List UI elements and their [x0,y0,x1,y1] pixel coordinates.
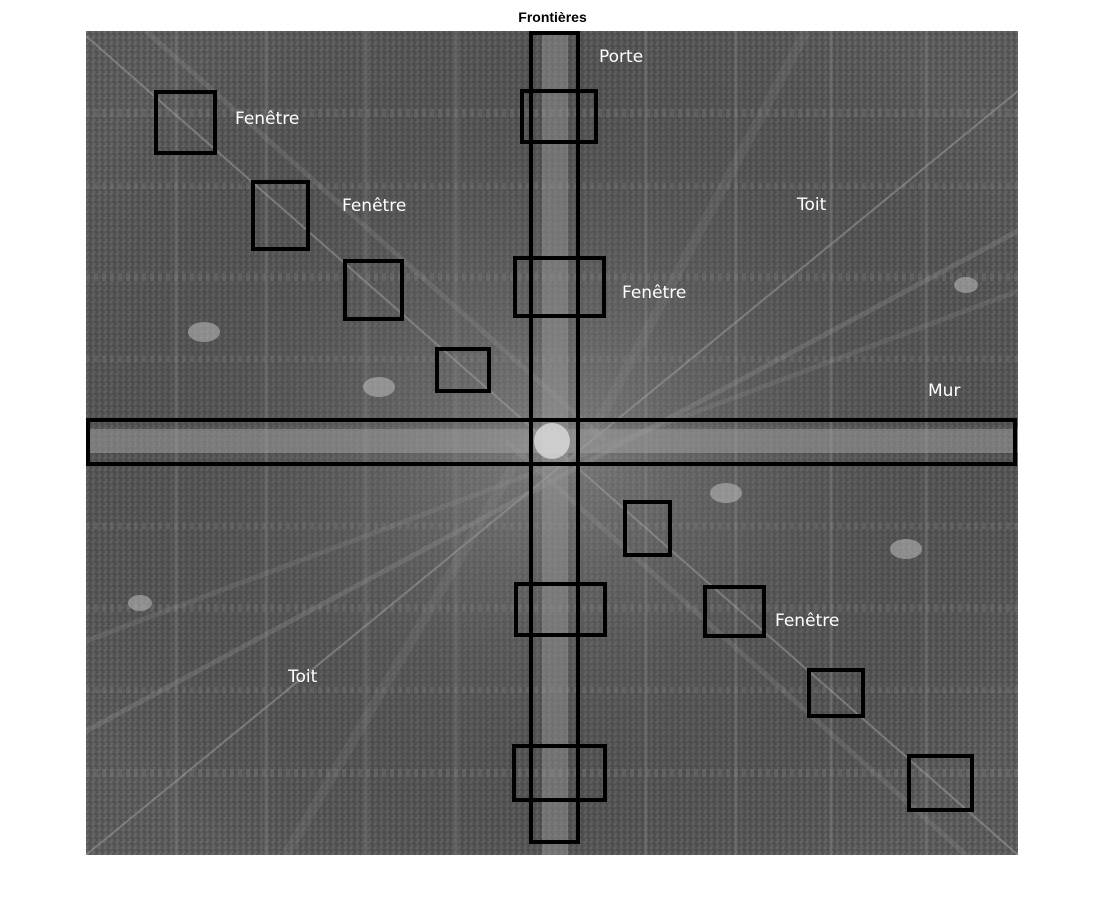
window-box-center-1 [513,256,606,318]
figure-title: Frontières [518,9,587,25]
label-fenetre-1: Fenêtre [235,109,300,129]
door-box [520,89,598,144]
window-box-center-2 [514,582,607,637]
window-box-diag-3 [343,259,404,321]
window-box-diag-6 [703,585,766,638]
window-box-center-3 [512,744,607,802]
window-box-diag-1 [154,90,217,155]
vertical-band-box [529,31,580,844]
central-cross [86,31,1018,855]
spectrum-texture [86,31,1018,855]
label-fenetre-2: Fenêtre [342,196,407,216]
window-box-diag-4 [435,347,491,393]
window-box-diag-5 [623,500,672,557]
horizontal-band-box [86,418,1017,466]
horizontal-frequency-bands [86,109,1018,777]
label-mur: Mur [928,381,961,401]
window-box-diag-2 [251,180,310,251]
label-toit-1: Toit [797,195,827,215]
window-box-diag-7 [807,668,865,718]
diamond-highlights [128,277,978,611]
fourier-spectrum-image: Porte Fenêtre Fenêtre Fenêtre Fenêtre To… [86,31,1018,855]
window-box-diag-8 [907,754,974,812]
label-porte: Porte [599,47,644,67]
label-fenetre-3: Fenêtre [622,283,687,303]
label-toit-2: Toit [288,667,318,687]
label-fenetre-4: Fenêtre [775,611,840,631]
